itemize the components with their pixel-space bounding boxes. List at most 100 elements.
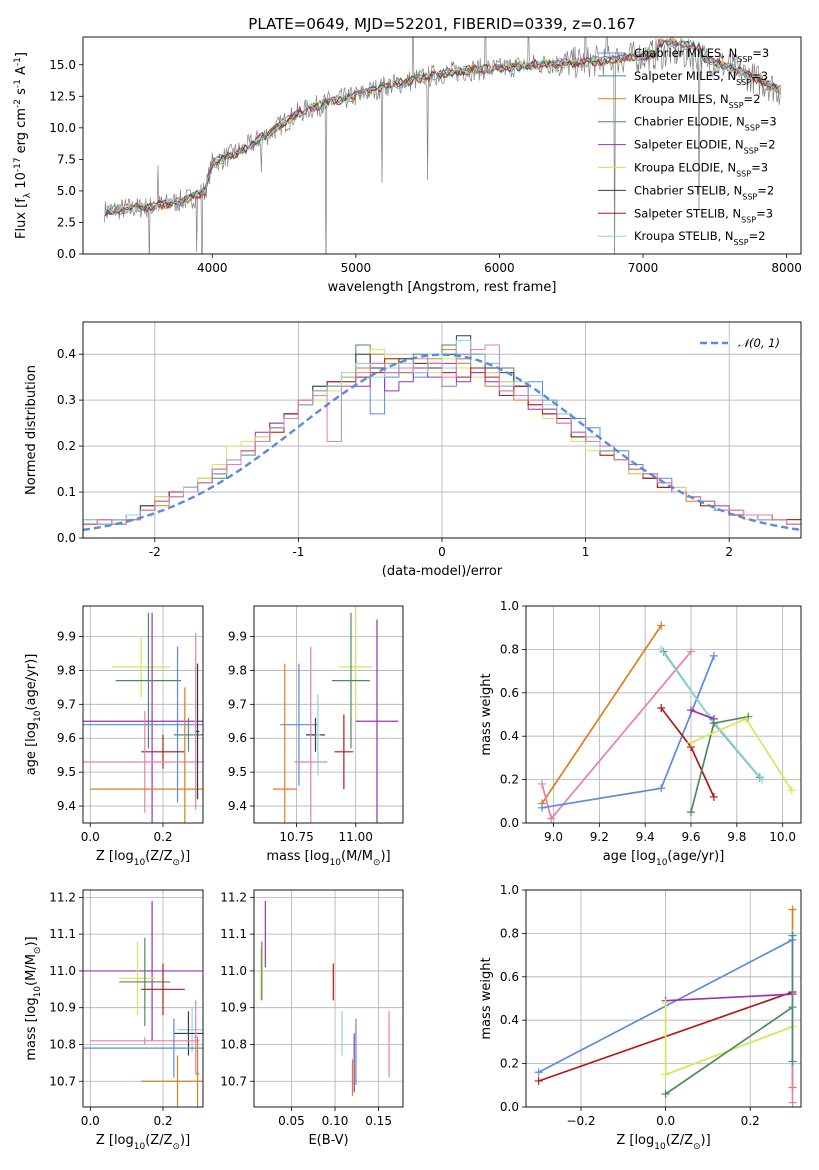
x-tick-label: 10.0 bbox=[769, 830, 796, 844]
weight-marker bbox=[538, 779, 547, 788]
errorbar-point bbox=[141, 963, 185, 1016]
x-tick-label: -2 bbox=[149, 545, 161, 559]
y-tick-label: 10.8 bbox=[220, 1037, 247, 1051]
normal-curve bbox=[82, 353, 802, 532]
weight-marker bbox=[534, 1068, 543, 1077]
weight-line bbox=[541, 655, 715, 809]
errorbar-point bbox=[195, 663, 200, 800]
axes-mass-vs-EBV: 0.05 0.10 0.15 10.7 10.8 10.9 11.0 11.1 11.2 E(B-… bbox=[220, 889, 404, 1148]
axes-frame bbox=[82, 605, 204, 824]
errorbar-point bbox=[115, 612, 182, 749]
x-tick-label: 6000 bbox=[484, 261, 515, 275]
legend-nssp: 2 bbox=[767, 183, 774, 197]
weight-marker bbox=[758, 775, 767, 784]
y-tick-label: 10.7 bbox=[220, 1074, 247, 1088]
y-tick-label: 10.9 bbox=[49, 1001, 76, 1015]
x-tick-label: 0.15 bbox=[365, 1114, 392, 1128]
y-tick-label: 10.9 bbox=[220, 1001, 247, 1015]
weight-line bbox=[541, 651, 692, 821]
legend-nssp: 3 bbox=[761, 161, 768, 175]
y-axis-label: mass weight bbox=[479, 673, 494, 755]
errorbar-point bbox=[83, 711, 203, 813]
weight-series-kroupa-stelib bbox=[657, 645, 767, 784]
weight-marker bbox=[687, 808, 695, 817]
legend-nssp: 3 bbox=[766, 206, 773, 220]
errorbar-point bbox=[83, 901, 203, 1041]
spectrum-legend: Chabrier MILES, NSSP=3 Salpeter MILES, NS… bbox=[598, 46, 777, 247]
y-axis-label: mass weight bbox=[479, 957, 494, 1039]
legend-nssp: 3 bbox=[762, 46, 769, 60]
weight-marker bbox=[657, 621, 666, 630]
y-tick-label: 11.1 bbox=[220, 927, 247, 941]
y-axis-label: age [log10(age/yr)] bbox=[24, 654, 43, 776]
weight-marker bbox=[657, 645, 666, 654]
legend-label: Kroupa MILES, NSSP=2 bbox=[634, 92, 761, 110]
x-tick-label: 0 bbox=[438, 545, 446, 559]
x-tick-label: 10.75 bbox=[279, 830, 313, 844]
legend-label: Salpeter MILES, NSSP=3 bbox=[634, 69, 768, 87]
weight-line bbox=[665, 1006, 793, 1095]
y-tick-label: 5.0 bbox=[57, 184, 76, 198]
figure-title: PLATE=0649, MJD=52201, FIBERID=0339, z=0… bbox=[248, 15, 635, 33]
errorbar-point bbox=[141, 1055, 203, 1107]
y-tick-label: 9.7 bbox=[57, 697, 76, 711]
errorbar-point bbox=[119, 937, 171, 1027]
errorbar-point bbox=[334, 714, 354, 790]
x-tick-label: 9.8 bbox=[727, 830, 746, 844]
y-axis-label: mass [log10(M/M⊙)] bbox=[24, 936, 43, 1060]
y-tick-label: 0.4 bbox=[500, 1013, 519, 1027]
legend-label: Chabrier ELODIE, NSSP=3 bbox=[634, 115, 777, 133]
y-tick-label: 9.4 bbox=[57, 799, 76, 813]
x-tick-label: 9.0 bbox=[544, 830, 563, 844]
x-tick-label: 9.6 bbox=[681, 830, 700, 844]
x-tick-label: 0.0 bbox=[81, 830, 100, 844]
weight-marker bbox=[788, 1057, 797, 1066]
y-tick-label: 0.4 bbox=[500, 729, 519, 743]
legend-model-name: Chabrier STELIB bbox=[634, 183, 726, 197]
x-tick-label: −0.2 bbox=[566, 1114, 595, 1128]
model-spectrum-kroupa-stelib bbox=[104, 38, 780, 217]
weight-series-kroupa-elodie bbox=[661, 998, 797, 1079]
x-axis-label: E(B-V) bbox=[308, 1133, 348, 1148]
weight-marker bbox=[657, 703, 666, 712]
errorbar-point bbox=[193, 633, 198, 810]
y-tick-label: 9.6 bbox=[228, 731, 247, 745]
axes-age-vs-Z: 0.0 0.2 9.4 9.5 9.6 9.7 9.8 9.9 Z [log10(Z/Z⊙)] a… bbox=[24, 605, 204, 868]
legend-nssp: 2 bbox=[758, 229, 765, 243]
y-tick-label: 1.0 bbox=[500, 599, 519, 613]
legend-label: Kroupa STELIB, NSSP=2 bbox=[634, 229, 766, 247]
legend-model-name: Kroupa MILES bbox=[634, 92, 713, 106]
y-tick-label: 0.3 bbox=[57, 393, 76, 407]
x-tick-label: 2 bbox=[725, 545, 733, 559]
x-tick-label: 4000 bbox=[197, 261, 228, 275]
errorbar-point bbox=[315, 694, 321, 776]
x-axis-label: age [log10(age/yr)] bbox=[603, 849, 725, 868]
y-tick-label: 1.0 bbox=[500, 883, 519, 897]
y-tick-label: 9.5 bbox=[57, 765, 76, 779]
axes-frame bbox=[82, 36, 802, 255]
legend-label: Kroupa ELODIE, NSSP=3 bbox=[634, 161, 768, 179]
y-tick-label: 0.0 bbox=[500, 1100, 519, 1114]
legend-label: 𝒩(0, 1) bbox=[738, 336, 780, 350]
weight-marker bbox=[687, 647, 695, 656]
y-tick-label: 9.9 bbox=[57, 630, 76, 644]
errorbar-point bbox=[195, 1037, 200, 1107]
legend-model-name: Chabrier MILES bbox=[634, 46, 721, 60]
x-tick-label: 0.2 bbox=[153, 1114, 172, 1128]
axes-weight-vs-age: 9.0 9.2 9.4 9.6 9.8 10.0 0.0 0.2 0.4 0.6 0.8 1.0 age… bbox=[479, 599, 802, 868]
weight-line bbox=[665, 993, 793, 1002]
y-tick-label: 9.7 bbox=[228, 697, 247, 711]
weight-marker bbox=[547, 814, 556, 823]
errorbar-point bbox=[83, 646, 203, 803]
y-tick-label: 11.0 bbox=[49, 964, 76, 978]
x-tick-label: 9.4 bbox=[636, 830, 655, 844]
weight-series-chabrier-elodie bbox=[661, 1003, 797, 1098]
weight-series-salpeter-stelib bbox=[657, 703, 718, 801]
y-tick-label: 15.0 bbox=[49, 58, 76, 72]
x-tick-label: 0.2 bbox=[153, 830, 172, 844]
errorbars bbox=[260, 901, 390, 1096]
errorbar-point bbox=[193, 1000, 198, 1074]
weight-marker bbox=[687, 738, 695, 747]
weight-marker bbox=[709, 719, 718, 728]
x-tick-label: 0.0 bbox=[656, 1114, 675, 1128]
